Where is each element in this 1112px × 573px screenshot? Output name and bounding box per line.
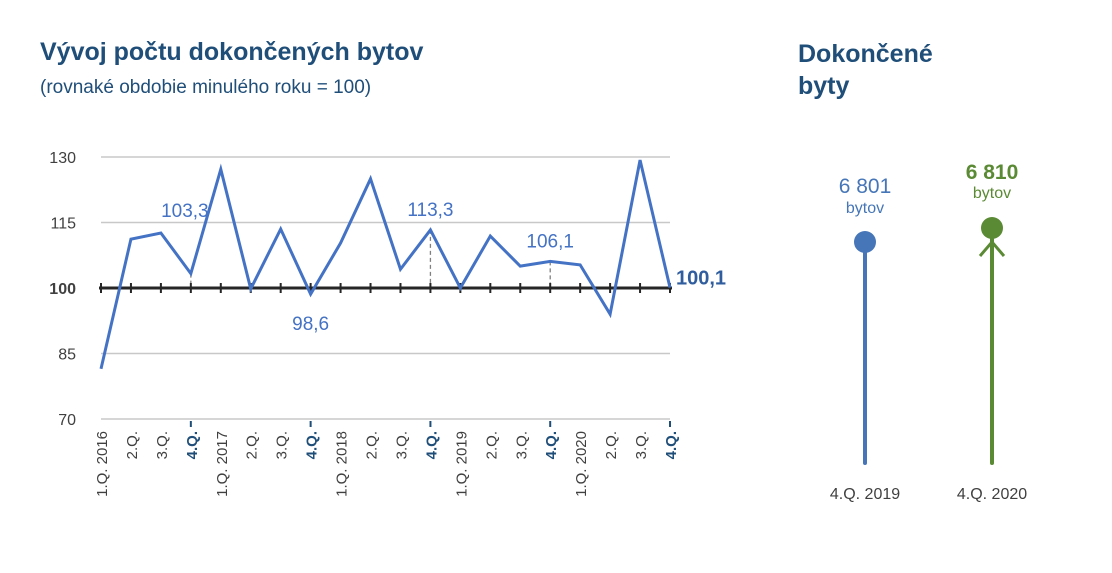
right-panel-title: Dokončené byty	[798, 38, 998, 102]
x-tick-label: 2.Q.	[483, 431, 500, 459]
series-line	[99, 159, 672, 370]
value-label: 6 810	[966, 161, 1019, 184]
x-tick-label: 2.Q.	[244, 431, 261, 459]
x-tick-label: 1.Q. 2016	[94, 431, 111, 497]
x-tick-label: 2.Q.	[124, 431, 141, 459]
x-tick-label: 3.Q.	[154, 431, 171, 459]
y-tick-label: 85	[58, 347, 76, 364]
x-tick-label: 1.Q. 2018	[334, 431, 351, 497]
y-tick-label: 70	[58, 412, 76, 429]
right-title-line1: Dokončené	[798, 40, 933, 68]
x-tick-label: 1.Q. 2020	[573, 431, 590, 497]
x-tick-label: 4.Q.	[184, 431, 201, 459]
x-tick-label: 3.Q.	[513, 431, 530, 459]
x-tick-label: 4.Q.	[663, 431, 680, 459]
x-tick-label: 1.Q. 2019	[453, 431, 470, 497]
x-tick-label: 1.Q. 2017	[214, 431, 231, 497]
chart-title: Vývoj počtu dokončených bytov	[40, 38, 424, 66]
x-tick-label: 3.Q.	[393, 431, 410, 459]
unit-label: bytov	[846, 200, 884, 217]
x-tick-label: 2.Q.	[603, 431, 620, 459]
data-label: 106,1	[526, 231, 574, 252]
x-tick-label: 4.Q.	[543, 431, 560, 459]
chart-subtitle: (rovnaké obdobie minulého roku = 100)	[40, 77, 372, 98]
unit-label: bytov	[973, 185, 1011, 202]
y-tick-label: 115	[50, 216, 76, 233]
lollipop-dot	[981, 217, 1003, 239]
x-tick-label: 4.Q.	[304, 431, 321, 459]
data-label: 100,1	[676, 268, 726, 290]
period-label: 4.Q. 2020	[957, 486, 1027, 503]
x-tick-label: 3.Q.	[633, 431, 650, 459]
lollipop-dot	[854, 231, 876, 253]
y-tick-label: 130	[49, 150, 76, 167]
right-title-line2: byty	[798, 72, 850, 100]
period-label: 4.Q. 2019	[830, 486, 900, 503]
arrow-up-icon	[978, 239, 1006, 257]
data-label: 113,3	[407, 200, 453, 221]
y-tick-label: 100	[49, 281, 76, 298]
value-label: 6 801	[839, 175, 892, 198]
x-tick-label: 4.Q.	[423, 431, 440, 459]
data-label: 98,6	[292, 314, 329, 335]
x-tick-label: 2.Q.	[364, 431, 381, 459]
data-label: 103,3	[161, 201, 209, 222]
x-tick-label: 3.Q.	[274, 431, 291, 459]
